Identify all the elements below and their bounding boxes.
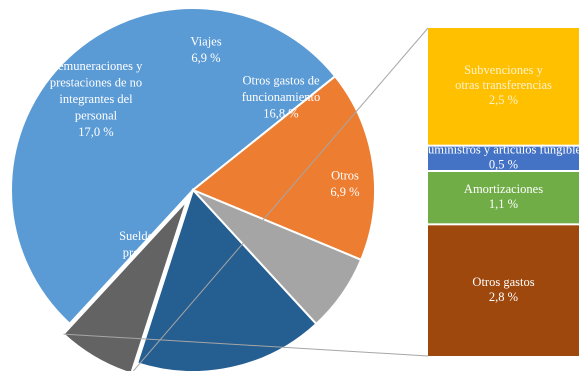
- breakdown-segment-amortizaciones: [428, 172, 579, 224]
- slice-value-label: 6,9 %: [191, 51, 220, 65]
- segment-label: Subvenciones y: [464, 63, 544, 77]
- segment-value-label: 1,1 %: [489, 197, 518, 211]
- pie-slice-remuneraciones-y: [191, 74, 376, 262]
- slice-label: personal: [75, 108, 118, 122]
- segment-value-label: 2,8 %: [489, 290, 518, 304]
- segment-label: Otros gastos: [472, 275, 534, 289]
- slice-value-label: 16,8 %: [263, 106, 298, 120]
- breakdown-segment-subvenciones-y: [428, 28, 579, 145]
- breakdown-segment-otros-gastos: [428, 225, 579, 356]
- slice-label: Remuneraciones y: [50, 59, 143, 73]
- connector-line-top: [132, 27, 429, 371]
- breakdown-segment-suministros-y-articulos-fungibles: [428, 146, 579, 170]
- slice-value-label: 17,0 %: [78, 125, 113, 139]
- segment-label: otras transferencias: [455, 78, 552, 92]
- segment-value-label: 2,5 %: [489, 93, 518, 107]
- pie-slice-otros-gastos-de: [135, 188, 318, 371]
- segment-label: Amortizaciones: [464, 182, 543, 196]
- slice-label: integrantes del: [59, 92, 133, 106]
- slice-label: Viajes: [190, 35, 221, 49]
- slice-label: Otros: [331, 169, 359, 183]
- breakdown-connectors: [63, 27, 429, 371]
- slice-label: funcionamiento: [242, 90, 320, 104]
- pie-slice-sueldos-subsidios-y: [10, 7, 337, 326]
- slice-value-label: 6,9 %: [330, 185, 359, 199]
- slice-label: Otros gastos de: [242, 73, 320, 87]
- slice-label: prestaciones de no: [50, 75, 142, 89]
- connector-line-bottom: [63, 333, 429, 357]
- segment-value-label: 0,5 %: [489, 158, 518, 172]
- segment-label: Suministros y artículos fungibles: [421, 143, 579, 157]
